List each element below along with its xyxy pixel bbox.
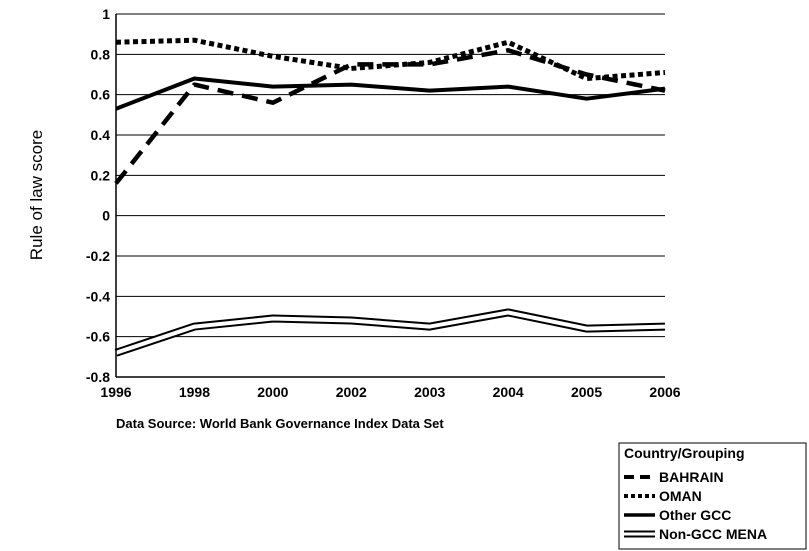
- legend-item: Non-GCC MENA: [624, 526, 767, 542]
- series-line-other-gcc: [115, 76, 666, 111]
- y-tick-label: 0.4: [91, 127, 111, 143]
- y-tick-label: -0.4: [86, 288, 110, 304]
- legend-item: Other GCC: [624, 507, 731, 523]
- legend-label: BAHRAIN: [659, 469, 724, 485]
- y-tick-label: 1: [102, 6, 110, 22]
- y-tick-label: 0.6: [91, 87, 111, 103]
- x-tick-label: 2004: [493, 384, 524, 400]
- y-tick-label: -0.2: [86, 248, 110, 264]
- legend-items: BAHRAIN OMAN Other GCC Non-GCC MENA: [624, 469, 767, 542]
- y-tick-label: 0.8: [91, 46, 111, 62]
- y-tick-label: 0.2: [91, 167, 111, 183]
- series-line-bahrain: [114, 48, 666, 185]
- y-tick-label: -0.6: [86, 329, 110, 345]
- series-line-non-gcc-mena: [114, 308, 666, 357]
- series-lines: [114, 37, 666, 357]
- series-line-oman: [115, 37, 666, 82]
- x-tick-labels: 1996 1998 2000 2002 2003 2004 2005 2006: [100, 384, 680, 400]
- y-tick-label: 0: [102, 208, 110, 224]
- legend-item: BAHRAIN: [624, 469, 724, 485]
- legend-label: OMAN: [659, 488, 702, 504]
- legend-title: Country/Grouping: [624, 445, 745, 461]
- x-tick-label: 2005: [571, 384, 602, 400]
- source-note: Data Source: World Bank Governance Index…: [116, 416, 444, 431]
- legend-label: Other GCC: [659, 507, 731, 523]
- legend-label: Non-GCC MENA: [659, 526, 767, 542]
- y-tick-label: -0.8: [86, 369, 110, 385]
- x-tick-label: 2000: [257, 384, 288, 400]
- x-tick-label: 1996: [100, 384, 131, 400]
- legend-item: OMAN: [624, 488, 702, 504]
- y-axis-label: Rule of law score: [27, 130, 46, 260]
- x-tick-label: 2003: [414, 384, 445, 400]
- legend: Country/Grouping BAHRAIN OMAN Other GCC Non…: [618, 442, 807, 550]
- x-tick-label: 2002: [336, 384, 367, 400]
- axes: [115, 14, 665, 378]
- x-tick-label: 1998: [179, 384, 210, 400]
- x-tick-label: 2006: [649, 384, 680, 400]
- y-tick-labels: 1 0.8 0.6 0.4 0.2 0 -0.2 -0.4 -0.6 -0.8: [86, 6, 110, 385]
- series-line-non-gcc-mena-inner: [115, 310, 666, 355]
